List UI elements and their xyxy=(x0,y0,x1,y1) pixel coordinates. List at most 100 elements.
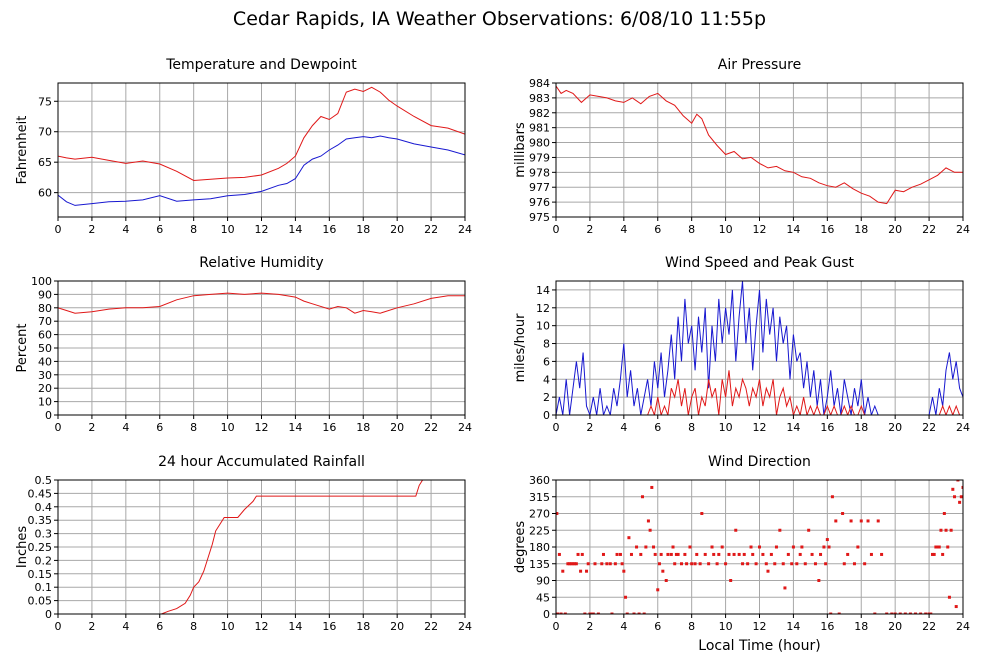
x-tick-label: 22 xyxy=(922,421,936,434)
data-point xyxy=(661,569,665,573)
y-tick-label: 65 xyxy=(38,156,52,169)
data-point xyxy=(873,612,877,614)
y-tick-label: 45 xyxy=(536,591,550,604)
x-tick-label: 6 xyxy=(654,620,661,633)
data-point xyxy=(635,545,639,549)
x-tick-label: 2 xyxy=(586,620,593,633)
y-tick-label: 360 xyxy=(529,474,550,487)
x-tick-label: 18 xyxy=(356,421,370,434)
data-point xyxy=(951,487,955,491)
x-tick-label: 0 xyxy=(55,223,62,236)
x-tick-label: 16 xyxy=(322,223,336,236)
data-point xyxy=(566,562,570,566)
y-tick-label: 0 xyxy=(543,608,550,621)
data-point xyxy=(781,562,785,566)
chart-title: Relative Humidity xyxy=(199,255,323,271)
data-point xyxy=(742,552,746,556)
x-tick-label: 24 xyxy=(458,620,472,633)
x-tick-label: 0 xyxy=(553,421,560,434)
data-point xyxy=(822,545,826,549)
x-tick-label: 18 xyxy=(854,620,868,633)
y-tick-label: 90 xyxy=(536,575,550,588)
x-tick-label: 10 xyxy=(719,421,733,434)
data-point xyxy=(939,528,943,532)
data-point xyxy=(852,562,856,566)
series-line-1 xyxy=(58,480,465,614)
data-point xyxy=(774,545,778,549)
data-point xyxy=(961,485,963,489)
data-point xyxy=(786,552,790,556)
data-point xyxy=(813,562,817,566)
data-point xyxy=(622,569,626,573)
y-tick-label: 6 xyxy=(543,355,550,368)
data-point xyxy=(830,495,834,499)
chart-panel-5: 0 2 4 6 8 10 12 14 16 18 20 22 2400.050.10.150.20.25… xyxy=(15,454,472,633)
data-point xyxy=(593,562,597,566)
x-tick-label: 2 xyxy=(88,223,95,236)
data-point xyxy=(720,545,724,549)
data-point xyxy=(679,562,683,566)
data-point xyxy=(559,612,563,614)
y-tick-label: 30 xyxy=(38,369,52,382)
data-point xyxy=(761,552,765,556)
x-tick-label: 20 xyxy=(888,223,902,236)
x-tick-label: 10 xyxy=(221,620,235,633)
data-point xyxy=(927,612,931,614)
x-axis-label: Local Time (hour) xyxy=(698,638,820,654)
data-point xyxy=(790,562,794,566)
x-tick-label: 20 xyxy=(888,620,902,633)
data-point xyxy=(688,545,692,549)
y-tick-label: 70 xyxy=(38,126,52,139)
x-tick-label: 4 xyxy=(122,223,129,236)
y-tick-label: 983 xyxy=(529,92,550,105)
data-point xyxy=(919,612,923,614)
chart-title: Wind Speed and Peak Gust xyxy=(665,255,854,271)
y-tick-label: 10 xyxy=(38,396,52,409)
chart-title: Wind Direction xyxy=(708,454,811,470)
x-tick-label: 22 xyxy=(922,620,936,633)
y-tick-label: 978 xyxy=(529,166,550,179)
y-tick-label: 14 xyxy=(536,284,550,297)
data-point xyxy=(953,495,957,499)
data-point xyxy=(937,545,941,549)
data-point xyxy=(653,552,657,556)
y-axis-label: Inches xyxy=(15,526,30,568)
y-tick-label: 984 xyxy=(529,77,550,90)
x-tick-label: 4 xyxy=(620,223,627,236)
data-point xyxy=(657,562,661,566)
y-tick-label: 0.15 xyxy=(28,568,53,581)
y-tick-label: 982 xyxy=(529,107,550,120)
data-point xyxy=(588,612,592,614)
data-point xyxy=(803,562,807,566)
y-axis-label: millibars xyxy=(513,122,528,178)
data-point xyxy=(837,612,841,614)
x-tick-label: 8 xyxy=(688,620,695,633)
data-point xyxy=(751,552,755,556)
y-tick-label: 135 xyxy=(529,558,550,571)
x-tick-label: 4 xyxy=(620,620,627,633)
x-tick-label: 10 xyxy=(221,421,235,434)
data-point xyxy=(959,495,963,499)
data-point xyxy=(600,562,604,566)
data-point xyxy=(627,536,631,540)
data-point xyxy=(866,519,870,523)
data-point xyxy=(914,612,918,614)
data-point xyxy=(741,562,745,566)
x-tick-label: 0 xyxy=(553,223,560,236)
data-point xyxy=(810,552,814,556)
y-tick-label: 975 xyxy=(529,211,550,224)
x-tick-label: 24 xyxy=(956,223,970,236)
data-point xyxy=(556,612,560,614)
y-tick-label: 0.2 xyxy=(35,554,53,567)
data-point xyxy=(613,562,617,566)
data-point xyxy=(639,552,643,556)
data-point xyxy=(579,569,583,573)
data-point xyxy=(856,545,860,549)
data-point xyxy=(908,612,912,614)
y-tick-label: 0.25 xyxy=(28,541,53,554)
data-point xyxy=(734,528,738,532)
data-point xyxy=(941,552,945,556)
data-point xyxy=(652,545,656,549)
